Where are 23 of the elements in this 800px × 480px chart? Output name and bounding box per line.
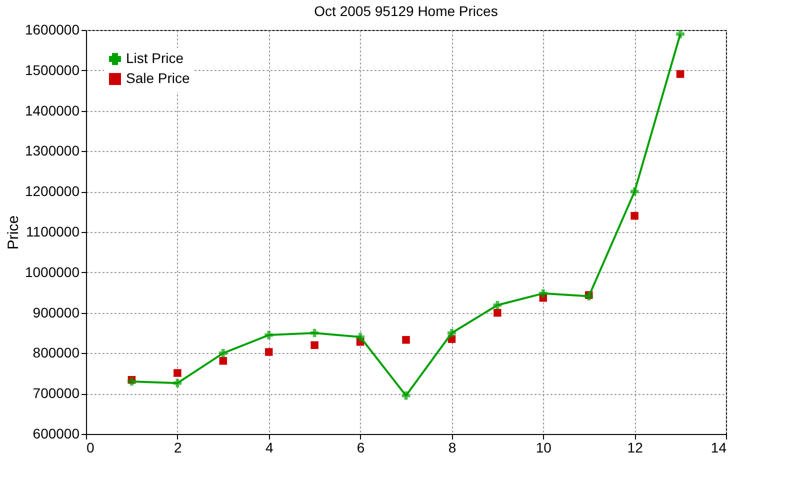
legend-label: Sale Price	[126, 70, 190, 86]
y-tick-label: 1000000	[24, 264, 80, 280]
x-tick-label: 2	[174, 440, 182, 456]
y-tick-label: 800000	[32, 344, 80, 361]
y-axis-title: Price	[4, 215, 22, 250]
y-tick-label: 1400000	[24, 102, 80, 118]
y-tick-label: 1500000	[24, 62, 80, 78]
legend-label: List Price	[126, 50, 184, 66]
y-tick-label: 1600000	[24, 22, 80, 38]
y-tick-label: 600000	[32, 426, 80, 442]
x-tick-label: 6	[356, 440, 365, 456]
x-tick-label: 14	[710, 440, 727, 456]
x-tick-label: 0	[86, 440, 94, 456]
x-tick-label: 12	[627, 440, 644, 456]
chart-title: Oct 2005 95129 Home Prices	[314, 3, 498, 19]
x-tick-label: 4	[265, 440, 274, 456]
y-tick-label: 1300000	[24, 142, 80, 159]
y-tick-label: 700000	[32, 385, 80, 402]
y-tick-label: 1200000	[24, 183, 80, 200]
x-tick-label: 10	[536, 440, 552, 456]
x-tick-label: 8	[448, 440, 456, 456]
y-tick-label: 900000	[32, 304, 80, 320]
y-tick-label: 1100000	[26, 224, 80, 240]
